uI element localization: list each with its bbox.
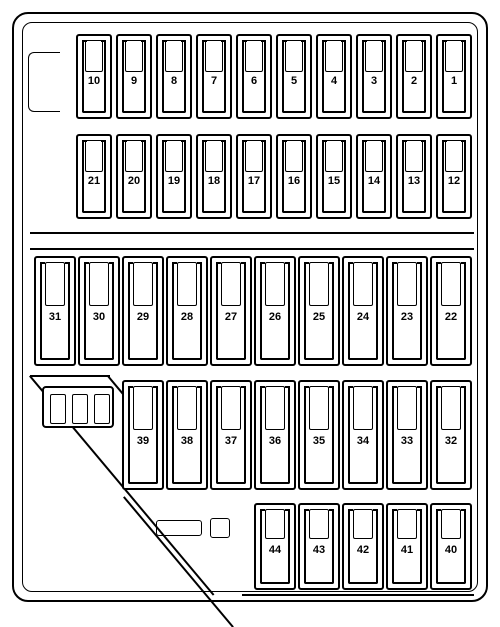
fuse-label-3: 3 (356, 76, 392, 87)
fuse-22: 22 (430, 256, 472, 366)
fuse-36: 36 (254, 380, 296, 490)
fuse-label-24: 24 (342, 312, 384, 323)
fuse-20: 20 (116, 134, 152, 219)
fuse-label-44: 44 (254, 545, 296, 556)
fuse-label-5: 5 (276, 76, 312, 87)
fuse-label-43: 43 (298, 545, 340, 556)
fuse-label-10: 10 (76, 76, 112, 87)
divider-line (30, 375, 110, 377)
fuse-label-23: 23 (386, 312, 428, 323)
fuse-1: 1 (436, 34, 472, 119)
fuse-28: 28 (166, 256, 208, 366)
fuse-label-16: 16 (276, 176, 312, 187)
fuse-label-28: 28 (166, 312, 208, 323)
connector-pin (94, 394, 110, 424)
connector-pin (50, 394, 66, 424)
fuse-label-2: 2 (396, 76, 432, 87)
fuse-label-7: 7 (196, 76, 232, 87)
fuse-label-35: 35 (298, 436, 340, 447)
divider-line (30, 232, 474, 234)
fuse-label-29: 29 (122, 312, 164, 323)
fuse-40: 40 (430, 503, 472, 590)
fuse-label-22: 22 (430, 312, 472, 323)
connector-pin (72, 394, 88, 424)
fuse-27: 27 (210, 256, 252, 366)
fuse-label-41: 41 (386, 545, 428, 556)
fusebox-diagram: 1098765432121201918171615141312313029282… (0, 0, 500, 614)
fuse-label-20: 20 (116, 176, 152, 187)
fuse-10: 10 (76, 34, 112, 119)
fuse-4: 4 (316, 34, 352, 119)
fuse-12: 12 (436, 134, 472, 219)
fuse-30: 30 (78, 256, 120, 366)
fuse-label-21: 21 (76, 176, 112, 187)
fuse-label-31: 31 (34, 312, 76, 323)
fuse-label-27: 27 (210, 312, 252, 323)
fuse-29: 29 (122, 256, 164, 366)
fuse-7: 7 (196, 34, 232, 119)
fuse-25: 25 (298, 256, 340, 366)
fuse-39: 39 (122, 380, 164, 490)
fuse-label-30: 30 (78, 312, 120, 323)
fuse-label-42: 42 (342, 545, 384, 556)
fuse-label-39: 39 (122, 436, 164, 447)
fuse-32: 32 (430, 380, 472, 490)
fuse-9: 9 (116, 34, 152, 119)
fuse-23: 23 (386, 256, 428, 366)
fuse-label-40: 40 (430, 545, 472, 556)
fuse-label-17: 17 (236, 176, 272, 187)
fuse-33: 33 (386, 380, 428, 490)
fuse-label-14: 14 (356, 176, 392, 187)
fuse-label-9: 9 (116, 76, 152, 87)
fuse-label-8: 8 (156, 76, 192, 87)
fuse-label-18: 18 (196, 176, 232, 187)
aux-component (156, 520, 202, 536)
fuse-16: 16 (276, 134, 312, 219)
fuse-44: 44 (254, 503, 296, 590)
fuse-38: 38 (166, 380, 208, 490)
fuse-label-6: 6 (236, 76, 272, 87)
fuse-label-4: 4 (316, 76, 352, 87)
fuse-24: 24 (342, 256, 384, 366)
fuse-13: 13 (396, 134, 432, 219)
fuse-35: 35 (298, 380, 340, 490)
fuse-31: 31 (34, 256, 76, 366)
release-lever-icon (28, 52, 60, 112)
fuse-label-34: 34 (342, 436, 384, 447)
fuse-2: 2 (396, 34, 432, 119)
fuse-15: 15 (316, 134, 352, 219)
fuse-3: 3 (356, 34, 392, 119)
fuse-18: 18 (196, 134, 232, 219)
fuse-label-19: 19 (156, 176, 192, 187)
fuse-label-38: 38 (166, 436, 208, 447)
fuse-label-12: 12 (436, 176, 472, 187)
fuse-14: 14 (356, 134, 392, 219)
fuse-43: 43 (298, 503, 340, 590)
aux-component (210, 518, 230, 538)
fuse-label-32: 32 (430, 436, 472, 447)
fuse-6: 6 (236, 34, 272, 119)
fuse-label-37: 37 (210, 436, 252, 447)
fuse-label-13: 13 (396, 176, 432, 187)
fuse-label-26: 26 (254, 312, 296, 323)
fuse-5: 5 (276, 34, 312, 119)
fuse-37: 37 (210, 380, 252, 490)
fuse-label-1: 1 (436, 76, 472, 87)
fuse-label-15: 15 (316, 176, 352, 187)
fuse-41: 41 (386, 503, 428, 590)
fuse-26: 26 (254, 256, 296, 366)
divider-line (242, 594, 474, 596)
divider-line (30, 248, 474, 250)
fuse-42: 42 (342, 503, 384, 590)
fuse-17: 17 (236, 134, 272, 219)
fuse-34: 34 (342, 380, 384, 490)
fuse-21: 21 (76, 134, 112, 219)
fuse-label-36: 36 (254, 436, 296, 447)
fuse-label-25: 25 (298, 312, 340, 323)
fuse-19: 19 (156, 134, 192, 219)
fuse-8: 8 (156, 34, 192, 119)
connector-block (42, 386, 114, 428)
fuse-label-33: 33 (386, 436, 428, 447)
